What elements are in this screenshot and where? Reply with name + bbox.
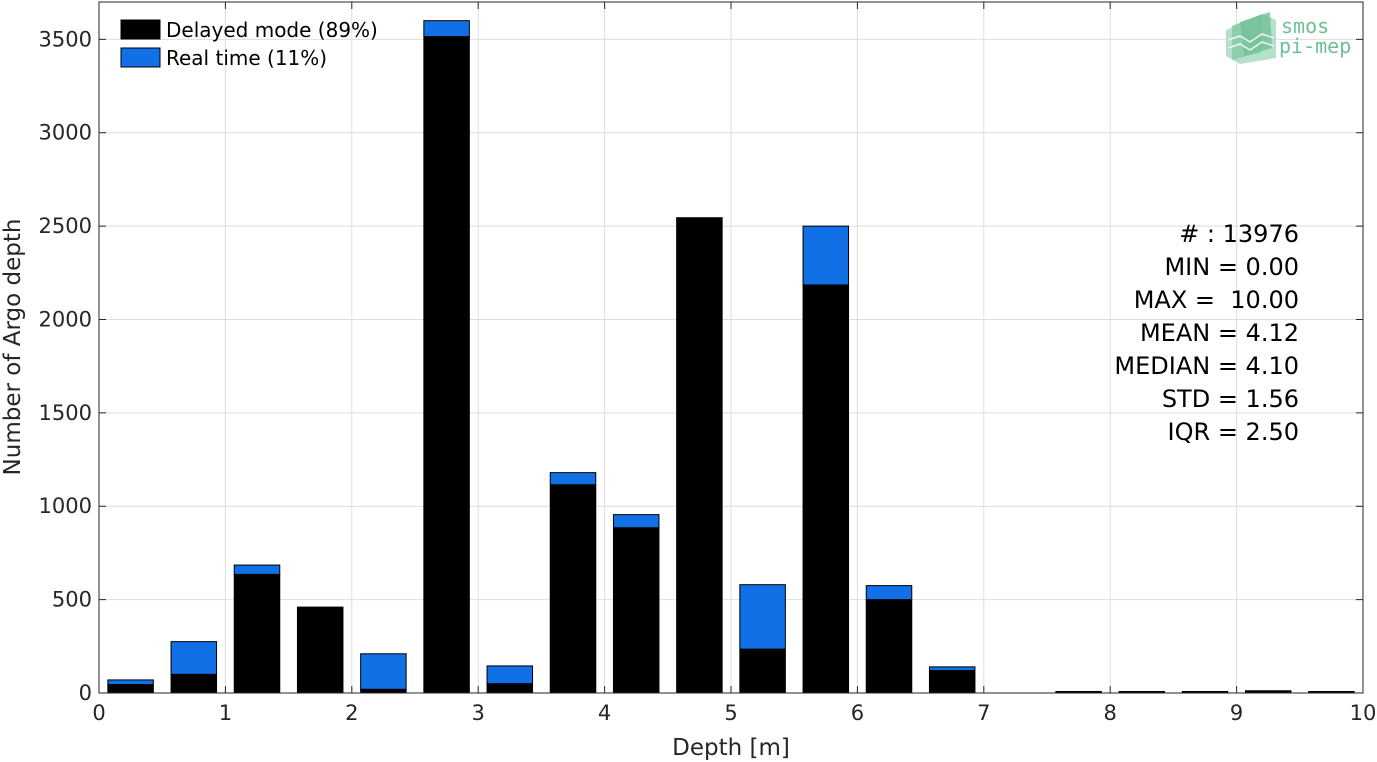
bar-delayed-mode	[676, 217, 723, 694]
bar-real-time	[170, 641, 218, 675]
bar-delayed-mode	[612, 527, 660, 694]
logo-text-line2: pi-mep	[1279, 34, 1351, 58]
x-tick-label: 1	[219, 701, 232, 725]
bar-delayed-mode	[486, 683, 534, 694]
x-tick-label: 2	[345, 701, 358, 725]
bar-real-time	[612, 514, 660, 529]
stat-line: MEDIAN = 4.10	[1114, 352, 1299, 380]
x-tick-label: 10	[1350, 701, 1377, 725]
bar-real-time	[360, 653, 407, 690]
y-tick-label: 0	[79, 681, 92, 705]
y-tick-labels: 0 500 1000 1500 2000 2500 3000 3500	[39, 27, 92, 705]
stat-line: # : 13976	[1179, 220, 1299, 248]
bar-delayed-mode	[296, 606, 344, 694]
bar-real-time	[233, 564, 281, 575]
x-tick-label: 4	[598, 701, 611, 725]
bar-real-time	[739, 584, 786, 650]
statistics-box: # : 13976 MIN = 0.00 MAX = 10.00 MEAN = 4.1…	[1114, 220, 1299, 446]
plot-frame	[98, 1, 1364, 694]
x-tick-label: 6	[851, 701, 864, 725]
y-tick-label: 2500	[39, 214, 92, 238]
y-tick-label: 3500	[39, 27, 92, 51]
smos-pi-mep-logo: smos pi-mep	[1226, 12, 1351, 64]
legend: Delayed mode (89%) Real time (11%)	[120, 18, 378, 70]
bar-delayed-mode	[233, 573, 281, 694]
x-tick-label: 5	[724, 701, 737, 725]
logo-graphic-icon	[1226, 12, 1276, 64]
y-tick-label: 1000	[39, 494, 92, 518]
x-tick-labels: 0 1 2 3 4 5 6 7 8 9 10	[92, 701, 1376, 725]
y-tick-label: 2000	[39, 307, 92, 331]
stat-line: MIN = 0.00	[1164, 253, 1299, 281]
x-tick-label: 7	[977, 701, 990, 725]
y-axis-label: Number of Argo depth	[0, 219, 26, 476]
legend-label: Real time (11%)	[166, 46, 327, 70]
bar-delayed-mode	[802, 284, 850, 694]
x-axis-label: Depth [m]	[672, 735, 790, 761]
bar-real-time	[107, 679, 154, 686]
y-tick-label: 500	[52, 588, 92, 612]
bar-delayed-mode	[549, 484, 597, 694]
x-tick-label: 9	[1230, 701, 1243, 725]
bar-real-time	[486, 665, 534, 685]
bar-real-time	[423, 20, 470, 38]
bar-delayed-mode	[170, 673, 218, 694]
bar-real-time	[928, 666, 976, 672]
stat-line: MAX = 10.00	[1134, 286, 1299, 314]
x-tick-label: 8	[1104, 701, 1117, 725]
x-tick-label: 3	[472, 701, 485, 725]
x-tick-label: 0	[92, 701, 105, 725]
bar-real-time	[549, 472, 597, 486]
bar-delayed-mode	[360, 688, 407, 694]
bars	[107, 20, 1355, 694]
bar-delayed-mode	[107, 684, 154, 694]
stat-line: MEAN = 4.12	[1140, 319, 1299, 347]
bar-delayed-mode	[739, 648, 786, 694]
axes	[98, 1, 1364, 694]
legend-label: Delayed mode (89%)	[166, 18, 378, 42]
stat-line: STD = 1.56	[1162, 385, 1299, 413]
stat-line: IQR = 2.50	[1168, 418, 1299, 446]
bar-delayed-mode	[928, 670, 976, 694]
bar-delayed-mode	[865, 599, 913, 694]
legend-swatch-delayed-mode	[120, 19, 161, 40]
bar-delayed-mode	[423, 36, 470, 694]
bar-real-time	[865, 585, 913, 601]
grid-lines	[99, 2, 1363, 693]
bar-real-time	[802, 225, 850, 286]
logo-text-line1: smos	[1281, 14, 1329, 38]
y-tick-label: 1500	[39, 401, 92, 425]
legend-swatch-real-time	[120, 47, 161, 68]
y-tick-label: 3000	[39, 121, 92, 145]
